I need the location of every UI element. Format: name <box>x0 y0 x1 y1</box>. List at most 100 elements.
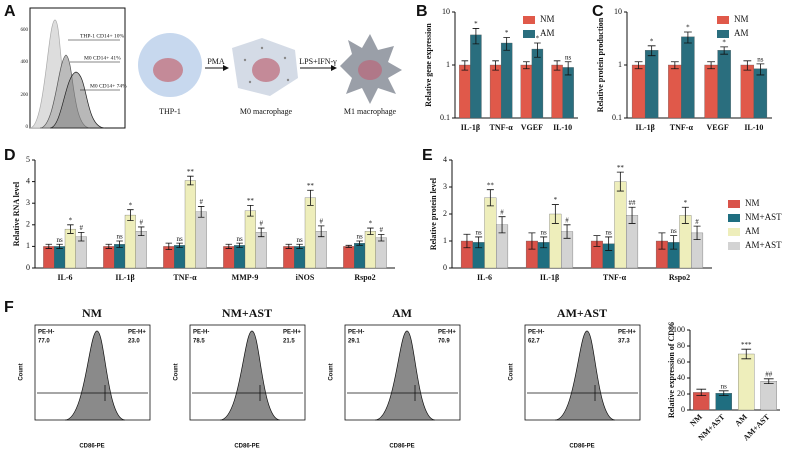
bar <box>64 228 76 269</box>
gate-value: 37.3 <box>618 339 630 345</box>
histogram-tick: 0 <box>26 125 29 130</box>
x-tick-label: TNF-α <box>603 273 627 282</box>
legend-label: NM+AST <box>745 212 782 222</box>
significance: ns <box>565 53 572 61</box>
legend-label: NM <box>745 198 760 208</box>
bar <box>614 181 627 269</box>
bar <box>717 50 731 119</box>
significance: * <box>650 37 654 45</box>
significance: * <box>505 29 509 37</box>
error-bar <box>475 236 483 249</box>
significance: # <box>139 219 143 227</box>
error-bar <box>225 243 233 249</box>
y-tick-label: 10 <box>614 7 622 16</box>
significance: # <box>199 198 203 206</box>
significance: * <box>129 201 133 209</box>
y-tick-label: 3 <box>26 198 30 207</box>
x-tick-label: IL-10 <box>553 123 572 132</box>
x-tick-label: Rspo2 <box>354 273 375 282</box>
cell-thp1 <box>138 33 202 97</box>
histogram-label: M0 CD14+ 74% <box>90 83 127 89</box>
x-tick-label: AM <box>733 412 749 428</box>
bar <box>375 237 387 269</box>
significance: ns <box>56 236 63 244</box>
gate-label: PE-H+ <box>438 330 456 336</box>
significance: ns <box>476 229 483 237</box>
x-tick-label: VGEF <box>521 123 543 132</box>
error-bar <box>707 61 716 70</box>
gate-value: 23.0 <box>128 339 140 345</box>
error-bar <box>307 189 314 206</box>
bar <box>54 246 66 269</box>
y-tick-label: 0 <box>443 263 447 272</box>
bar <box>644 50 659 119</box>
bar <box>704 64 718 119</box>
bar <box>223 246 235 269</box>
bar <box>681 36 695 119</box>
error-bar <box>236 242 243 248</box>
bar <box>551 64 563 119</box>
bar <box>531 48 544 119</box>
bar <box>354 243 366 269</box>
significance: * <box>686 24 690 32</box>
error-bar <box>176 242 183 248</box>
legend-swatch <box>728 200 740 208</box>
legend-label: NM <box>540 14 555 24</box>
cell-m1 <box>340 34 402 104</box>
x-tick-label: TNF-α <box>670 123 694 132</box>
panel-letter: E <box>422 147 433 164</box>
axis <box>34 160 395 269</box>
bar <box>195 211 207 269</box>
gate-value: 29.1 <box>348 339 360 345</box>
gate-value: 78.5 <box>193 339 205 345</box>
error-bar <box>634 61 643 70</box>
error-bar <box>756 63 765 76</box>
y-tick-label: 2 <box>443 209 447 218</box>
legend-swatch <box>717 16 729 24</box>
x-tick-label: IL-1β <box>540 273 559 282</box>
error-bar <box>534 42 541 58</box>
error-bar <box>616 171 624 192</box>
significance: ** <box>247 197 255 205</box>
error-bar <box>492 60 499 71</box>
x-tick-label: VEGF <box>707 123 729 132</box>
panel-letter: C <box>592 3 604 20</box>
significance: * <box>722 38 726 46</box>
error-bar <box>127 209 134 221</box>
flow-ylabel: Count <box>19 363 25 380</box>
significance: * <box>69 216 73 224</box>
error-bar <box>461 60 469 71</box>
significance: ns <box>671 227 678 235</box>
gate-label: PE-H+ <box>128 330 146 336</box>
error-bar <box>523 61 530 70</box>
error-bar <box>105 243 113 249</box>
error-bar <box>551 204 559 224</box>
legend-swatch <box>717 30 729 38</box>
histogram-tick: 600 <box>21 28 29 33</box>
significance: # <box>695 218 699 226</box>
bar <box>500 42 513 119</box>
y-axis-label: Relative expression of CD86 <box>667 322 676 418</box>
bar <box>738 353 755 411</box>
significance: # <box>319 217 323 225</box>
bar <box>753 68 768 119</box>
legend-swatch <box>728 228 740 236</box>
flow-ylabel: Count <box>329 363 335 380</box>
error-bar <box>593 235 601 247</box>
error-bar <box>563 224 571 239</box>
significance: ** <box>487 181 495 189</box>
bar <box>668 64 682 119</box>
significance: ns <box>356 233 363 241</box>
y-axis-label: Relative RNA level <box>12 181 21 246</box>
error-bar <box>696 388 707 396</box>
flow-title: NM <box>82 306 102 320</box>
error-bar <box>472 28 480 45</box>
histogram-tick: 400 <box>21 60 29 65</box>
gate-value: 62.7 <box>528 339 540 345</box>
flow-histogram <box>219 330 281 421</box>
y-tick-label: 5 <box>26 155 30 164</box>
error-bar <box>763 378 774 384</box>
y-tick-label: 3 <box>443 182 447 191</box>
error-bar <box>45 243 53 249</box>
